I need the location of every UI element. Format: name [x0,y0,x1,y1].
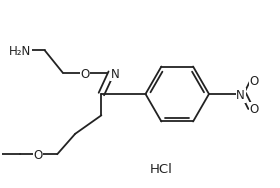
Text: N: N [236,89,245,102]
Text: N: N [111,68,120,81]
Text: O: O [250,75,259,88]
Text: O: O [33,149,43,162]
Text: O: O [80,68,89,81]
Text: H₂N: H₂N [9,45,31,58]
Text: O: O [250,103,259,116]
Text: HCl: HCl [149,163,172,177]
